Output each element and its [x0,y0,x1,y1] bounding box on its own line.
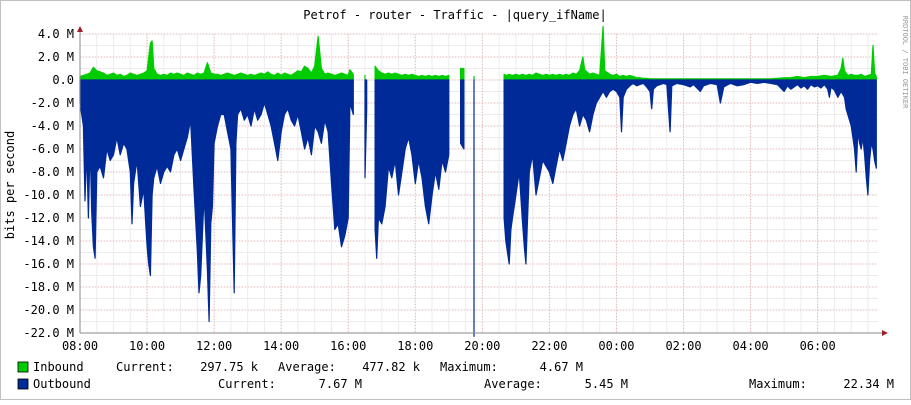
x-tick-label: 18:00 [397,339,433,353]
outbound-current-label: Current: [218,377,276,391]
x-tick-label: 06:00 [800,339,836,353]
outbound-name: Outbound [33,377,91,391]
inbound-current-value: 297.75 k [200,360,259,374]
y-tick-label: 0.0 [52,73,74,87]
inbound-average-value: 477.82 k [362,360,421,374]
x-tick-label: 10:00 [129,339,165,353]
outbound-maximum-value: 22.34 M [843,377,894,391]
x-tick-label: 20:00 [464,339,500,353]
y-tick-label: -8.0 M [31,165,74,179]
inbound-maximum-label: Maximum: [440,360,498,374]
y-tick-label: -14.0 M [23,234,74,248]
inbound-average-label: Average: [278,360,336,374]
series-area-outbound [79,79,354,323]
chart-title: Petrof - router - Traffic - |query_ifNam… [303,8,606,22]
legend-item-outbound: Outbound Current: 7.67 M Average: 5.45 M… [17,377,894,391]
legend: Inbound Current: 297.75 k Average: 477.8… [17,360,894,391]
y-tick-label: -16.0 M [23,257,74,271]
y-tick-label: -2.0 M [31,96,74,110]
y-tick-label: -12.0 M [23,211,74,225]
inbound-maximum-value: 4.67 M [540,360,583,374]
outbound-average-label: Average: [484,377,542,391]
x-tick-label: 22:00 [531,339,567,353]
axes [77,26,888,336]
y-tick-label: -18.0 M [23,280,74,294]
x-tick-label: 14:00 [263,339,299,353]
x-tick-label: 02:00 [665,339,701,353]
inbound-name: Inbound [33,360,84,374]
y-tick-label: -4.0 M [31,119,74,133]
outbound-current-value: 7.67 M [319,377,362,391]
y-tick-label: -10.0 M [23,188,74,202]
watermark-text: RRDTOOL / TOBI OETIKER [901,16,909,110]
series-area-inbound [79,35,354,81]
series-area-outbound [503,79,877,265]
outbound-average-value: 5.45 M [585,377,628,391]
series-area-inbound [374,65,450,81]
x-tick-label: 00:00 [598,339,634,353]
y-tick-label: 4.0 M [38,27,74,41]
series-layer [79,25,877,337]
y-tick-label: 2.0 M [38,50,74,64]
y-axis-label: bits per second [3,131,17,239]
x-tick-label: 04:00 [733,339,769,353]
series-area-outbound [374,79,450,259]
x-tick-label: 12:00 [196,339,232,353]
x-tick-labels: 08:00 10:00 12:00 14:00 16:00 18:00 20:00 22:00… [62,339,836,353]
y-tick-labels: 4.0 M 2.0 M 0.0 -2.0 M -4.0 M -6.0 M -8.0 M -10… [23,27,74,340]
series-area-inbound [460,67,465,81]
inbound-swatch [17,361,29,373]
series-area-outbound [364,79,368,179]
y-tick-label: -22.0 M [23,326,74,340]
x-tick-label: 08:00 [62,339,98,353]
legend-item-inbound: Inbound Current: 297.75 k Average: 477.8… [17,360,583,374]
outbound-swatch [17,378,29,390]
y-tick-label: -6.0 M [31,142,74,156]
x-tick-label: 16:00 [330,339,366,353]
outbound-maximum-label: Maximum: [749,377,807,391]
series-area-inbound [503,25,877,81]
y-tick-label: -20.0 M [23,303,74,317]
inbound-current-label: Current: [116,360,174,374]
series-area-outbound [460,79,465,150]
y-axis-arrow [77,26,83,32]
x-axis-arrow [882,330,888,336]
